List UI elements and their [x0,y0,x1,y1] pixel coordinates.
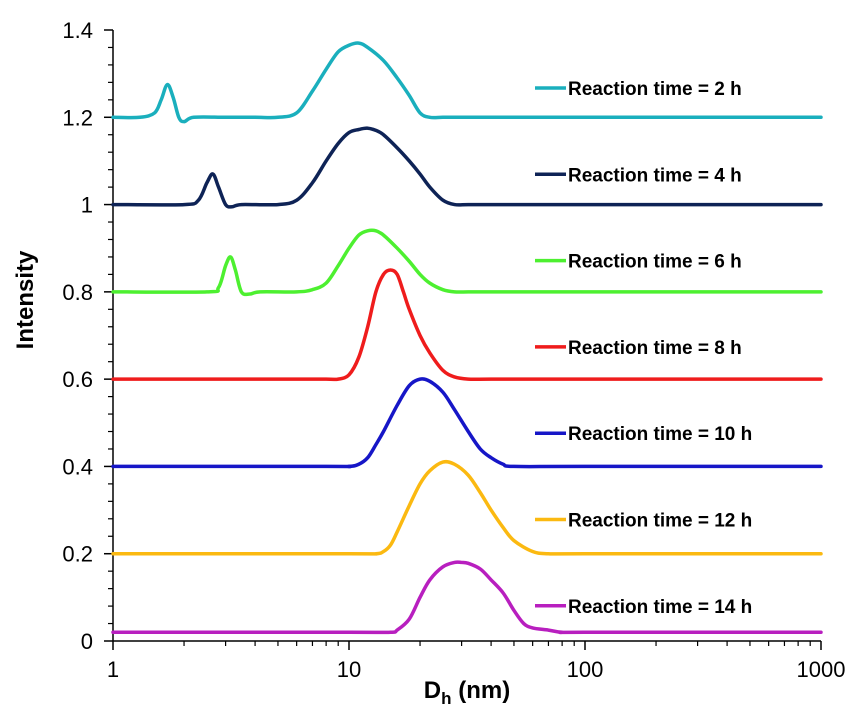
series-line-6 [111,459,823,556]
legend-label-5: Reaction time = 10 h [568,424,752,445]
legend-label-4: Reaction time = 8 h [568,338,742,359]
x-tick-label: 1 [107,657,119,682]
axis-labels: Intensity Dh (nm) [12,250,510,704]
y-axis-title: Intensity [12,250,39,349]
x-axis-title: Dh (nm) [424,677,510,704]
y-tick-label: 1.2 [62,105,93,130]
legend-label-2: Reaction time = 4 h [568,165,742,186]
y-tick-label: 1 [81,193,93,218]
legend-label-6: Reaction time = 12 h [568,511,752,532]
y-tick-label: 0.4 [62,454,93,479]
series-line-4 [111,268,823,382]
legend: Reaction time = 2 h Reaction time = 4 h Re… [535,79,752,618]
y-tick-label: 1.4 [62,18,93,43]
series-line-2 [111,126,823,209]
legend-label-3: Reaction time = 6 h [568,252,742,273]
y-tick-label: 0.6 [62,367,93,392]
x-tick-label: 100 [567,657,604,682]
series-line-3 [111,228,823,297]
axes: 0 0.2 0.4 0.6 0.8 1 1.2 1.4 1 10 100 1000 [62,18,845,682]
legend-label-7: Reaction time = 14 h [568,597,752,618]
y-tick-label: 0.8 [62,280,93,305]
y-tick-label: 0 [81,629,93,654]
series-lines [111,41,823,635]
y-tick-label: 0.2 [62,542,93,567]
x-tick-label: 1000 [797,657,846,682]
series-line-7 [111,560,823,635]
series-line-5 [111,377,823,469]
x-tick-label: 10 [337,657,361,682]
series-line-1 [111,41,823,124]
legend-label-1: Reaction time = 2 h [568,79,742,100]
